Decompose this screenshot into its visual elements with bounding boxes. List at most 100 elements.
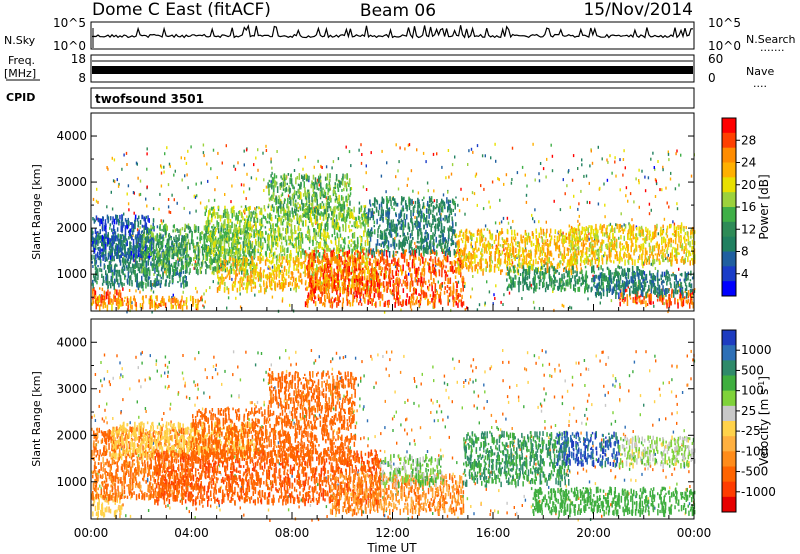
range-gate-cell: [132, 228, 135, 233]
range-gate-cell: [336, 224, 339, 230]
range-gate-cell: [152, 218, 155, 223]
range-gate-cell: [335, 196, 338, 201]
range-gate-cell: [173, 296, 176, 303]
scatter-cell: [254, 293, 256, 297]
range-gate-cell: [114, 264, 116, 269]
range-gate-cell: [224, 281, 226, 287]
range-gate-cell: [178, 234, 180, 240]
scatter-cell: [599, 301, 601, 305]
scatter-cell: [350, 187, 353, 190]
range-gate-cell: [161, 267, 163, 271]
range-gate-cell: [155, 302, 157, 306]
range-gate-cell: [106, 282, 108, 286]
range-gate-cell: [152, 242, 155, 249]
range-gate-cell: [340, 181, 342, 185]
range-gate-cell: [424, 258, 427, 263]
scatter-cell: [237, 161, 239, 165]
scatter-cell: [95, 237, 97, 241]
range-gate-cell: [109, 223, 112, 227]
scatter-cell: [385, 216, 387, 220]
range-gate-cell: [155, 281, 158, 287]
range-gate-cell: [133, 250, 135, 258]
range-gate-cell: [339, 211, 341, 218]
range-gate-cell: [430, 255, 432, 262]
range-gate-cell: [245, 242, 247, 245]
range-gate-cell: [386, 257, 388, 264]
scatter-cell: [205, 289, 207, 293]
range-gate-cell: [133, 254, 136, 257]
range-gate-cell: [251, 242, 254, 249]
range-gate-cell: [166, 247, 169, 254]
range-gate-cell: [283, 256, 285, 260]
range-gate-cell: [363, 205, 365, 208]
range-gate-cell: [244, 219, 247, 224]
range-gate-cell: [113, 294, 115, 300]
range-gate-cell: [249, 261, 252, 265]
range-gate-cell: [100, 294, 103, 297]
range-gate-cell: [149, 236, 151, 243]
range-gate-cell: [176, 266, 179, 270]
scatter-cell: [110, 190, 112, 194]
range-gate-cell: [260, 207, 262, 213]
range-gate-cell: [172, 269, 175, 276]
range-gate-cell: [428, 279, 430, 283]
range-gate-cell: [360, 237, 362, 243]
range-gate-cell: [313, 228, 315, 233]
range-gate-cell: [341, 213, 343, 218]
range-gate-cell: [131, 304, 133, 310]
range-gate-cell: [368, 269, 370, 275]
scatter-cell: [553, 308, 555, 312]
range-gate-cell: [342, 196, 344, 201]
scatter-cell: [572, 154, 575, 158]
range-gate-cell: [134, 262, 137, 269]
range-gate-cell: [216, 212, 219, 219]
range-gate-cell: [113, 255, 115, 259]
range-gate-cell: [324, 276, 327, 281]
scatter-cell: [158, 207, 160, 211]
range-gate-cell: [268, 259, 271, 264]
range-gate-cell: [276, 243, 278, 246]
range-gate-cell: [156, 260, 158, 263]
range-gate-cell: [166, 225, 168, 231]
range-gate-cell: [145, 215, 147, 219]
scatter-cell: [396, 267, 399, 271]
range-gate-cell: [171, 254, 173, 258]
range-gate-cell: [168, 266, 170, 272]
range-gate-cell: [459, 293, 461, 297]
range-gate-cell: [246, 248, 249, 255]
range-gate-cell: [153, 226, 155, 230]
scatter-cell: [359, 298, 362, 302]
scatter-cell: [674, 187, 677, 191]
scatter-cell: [691, 276, 694, 280]
range-gate-cell: [353, 232, 356, 239]
range-gate-cell: [141, 230, 144, 233]
range-gate-cell: [122, 252, 124, 256]
range-gate-cell: [265, 252, 268, 257]
scatter-cell: [647, 176, 650, 180]
range-gate-cell: [229, 228, 231, 234]
range-gate-cell: [248, 254, 251, 257]
range-gate-cell: [336, 284, 339, 291]
range-gate-cell: [299, 197, 301, 200]
range-gate-cell: [197, 244, 199, 247]
range-gate-cell: [105, 256, 108, 262]
range-gate-cell: [363, 260, 365, 263]
range-gate-cell: [374, 268, 377, 273]
range-gate-cell: [145, 260, 148, 268]
scatter-cell: [530, 283, 532, 287]
range-gate-cell: [305, 233, 307, 239]
range-gate-cell: [187, 239, 190, 245]
range-gate-cell: [137, 237, 140, 244]
range-gate-cell: [341, 276, 344, 279]
range-gate-cell: [118, 282, 120, 288]
range-gate-cell: [300, 251, 302, 258]
range-gate-cell: [299, 191, 302, 195]
scatter-cell: [329, 304, 332, 308]
range-gate-cell: [289, 210, 291, 217]
scatter-cell: [361, 153, 363, 156]
range-gate-cell: [148, 300, 150, 305]
scatter-cell: [438, 234, 440, 238]
range-gate-cell: [206, 264, 208, 269]
range-gate-cell: [113, 240, 116, 244]
range-gate-cell: [282, 188, 285, 191]
